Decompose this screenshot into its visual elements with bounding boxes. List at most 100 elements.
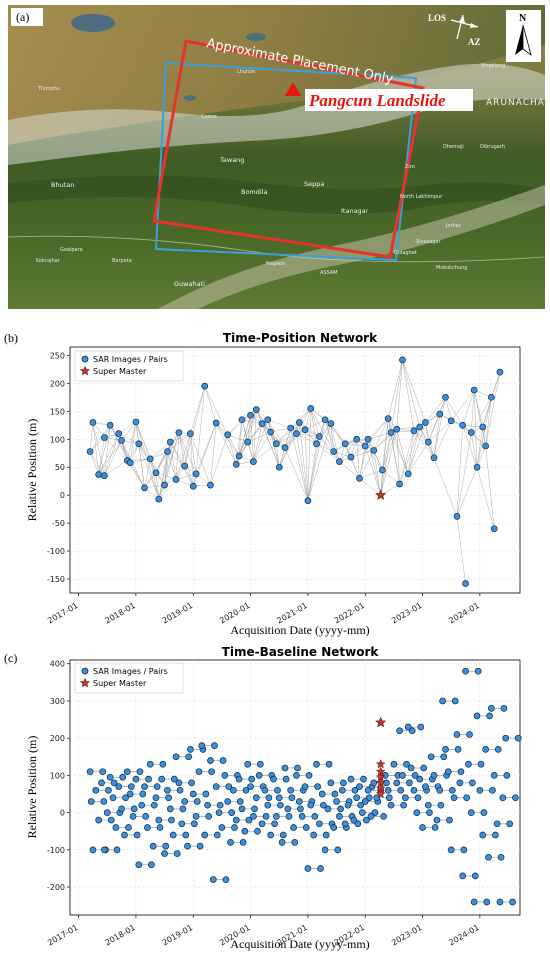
- network-edge: [433, 457, 458, 517]
- network-edge: [270, 431, 280, 468]
- network-edge: [307, 408, 312, 501]
- landslide-marker: [285, 82, 301, 96]
- sar-image-point: [132, 418, 140, 426]
- network-edge: [253, 423, 263, 462]
- sar-image-point: [313, 440, 320, 448]
- sar-image-point: [473, 463, 481, 471]
- sar-pair-point: [158, 775, 166, 783]
- sar-pair-point: [444, 768, 452, 776]
- sar-pair-point: [324, 805, 332, 813]
- sar-pair-point: [385, 794, 393, 802]
- network-edge: [276, 422, 300, 444]
- sar-pair-point: [314, 783, 321, 790]
- sar-pair-point: [149, 842, 157, 850]
- legend-entry-sar: SAR Images / Pairs: [93, 355, 168, 364]
- sar-pair-point: [232, 816, 240, 824]
- network-edge: [365, 445, 383, 471]
- landslide-label: Pangcun Landslide: [308, 91, 446, 110]
- network-edge: [170, 441, 194, 487]
- network-edge: [127, 443, 139, 461]
- sar-pair-point: [317, 865, 324, 872]
- network-edge: [276, 427, 291, 444]
- sar-pair-point: [188, 779, 195, 787]
- network-edge: [316, 443, 340, 462]
- sar-image-point: [135, 440, 143, 448]
- sar-image-point: [172, 476, 180, 483]
- sar-pair-point: [105, 786, 112, 794]
- network-edge: [296, 433, 320, 437]
- sar-pair-point: [459, 872, 467, 880]
- sar-pair-point: [291, 839, 299, 846]
- sar-pair-point: [251, 805, 258, 813]
- network-edge: [476, 426, 483, 468]
- sar-image-point: [141, 484, 148, 492]
- network-edge: [190, 433, 197, 474]
- sar-pair-point: [427, 753, 435, 761]
- place-labels: Thimphu Bhutan Tawang Bomdila Seppa Itan…: [36, 63, 505, 288]
- sar-image-point: [295, 419, 303, 426]
- sar-pair-point: [182, 831, 190, 839]
- network-edge: [170, 442, 177, 480]
- sar-image-point: [496, 368, 504, 376]
- network-edge: [330, 423, 334, 452]
- sar-pair-point: [213, 831, 221, 839]
- sar-pair-point: [281, 764, 289, 772]
- network-edge: [190, 433, 194, 487]
- legend-box: [74, 350, 184, 382]
- sar-pair-point: [290, 824, 297, 831]
- network-edge: [118, 433, 139, 444]
- network-edge: [319, 436, 334, 452]
- panel-b-label: (b): [4, 331, 18, 345]
- network-edge: [364, 445, 381, 496]
- sar-pair-point: [264, 801, 272, 809]
- legend-star-marker: [79, 365, 91, 376]
- network-edge: [256, 409, 277, 444]
- data-points: [86, 667, 522, 906]
- network-edge: [402, 359, 415, 431]
- sar-pair-point: [274, 786, 281, 794]
- network-edge: [373, 450, 383, 471]
- network-edge: [167, 451, 177, 480]
- x-tick-label: 2018-01: [103, 601, 136, 626]
- place-label: Yingkiong: [480, 63, 505, 69]
- network-edge: [330, 423, 340, 462]
- network-edge: [98, 425, 111, 475]
- network-edge: [304, 419, 326, 430]
- sar-pair-point: [247, 783, 254, 790]
- sar-pair-point: [212, 783, 220, 790]
- place-label: Dibrugarh: [480, 144, 505, 150]
- network-edge: [104, 460, 128, 476]
- sar-pair-point: [442, 745, 449, 753]
- legend-box: [74, 662, 184, 694]
- network-edge: [456, 516, 466, 584]
- y-tick-label: 0: [60, 491, 65, 500]
- lake-1: [71, 14, 115, 32]
- network-edge: [227, 434, 248, 443]
- network-edge: [330, 423, 352, 458]
- sar-pair-point: [166, 805, 174, 813]
- sar-pair-point: [499, 794, 507, 802]
- network-edge: [104, 433, 119, 476]
- network-edge: [307, 443, 317, 501]
- time-position-chart: (b) Time-Position Network 2017-01 2018-01…: [4, 331, 521, 637]
- sar-pair-point: [133, 831, 141, 839]
- brahmaputra-river: [158, 185, 545, 309]
- sar-pair-point: [191, 820, 198, 828]
- sar-pair-point: [431, 824, 439, 831]
- sar-image-point: [212, 419, 220, 427]
- network-edge: [408, 441, 429, 475]
- sar-pair-point: [439, 697, 446, 705]
- sar-pair-point: [419, 824, 426, 831]
- panel-a-label-box: [11, 8, 43, 26]
- sar-pair-point: [270, 775, 277, 783]
- sar-pair-point: [273, 813, 280, 820]
- sar-pair-point: [118, 805, 125, 813]
- place-label: Thimphu: [37, 86, 60, 92]
- network-edge: [158, 479, 177, 500]
- sar-pair-point: [320, 801, 327, 809]
- sar-pair-point: [159, 760, 167, 768]
- sar-pair-point: [238, 805, 246, 813]
- network-edge: [190, 433, 211, 486]
- network-edge: [402, 359, 426, 423]
- network-edge: [396, 426, 420, 430]
